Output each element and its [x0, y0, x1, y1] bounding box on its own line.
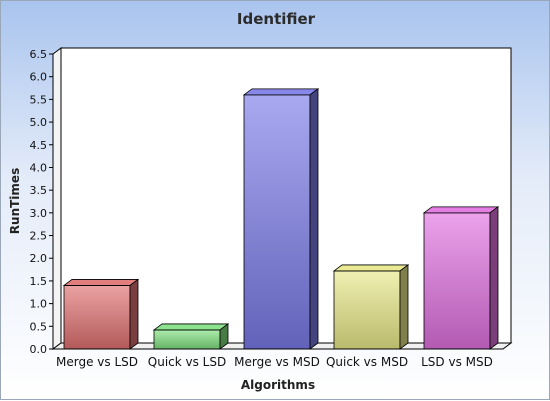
- y-tick-label: 0.0: [30, 343, 48, 356]
- bar: [332, 264, 410, 350]
- y-tick-label: 2.5: [30, 230, 48, 243]
- chart-title: Identifier: [237, 10, 316, 28]
- bar-front: [423, 212, 491, 350]
- bar-top: [242, 88, 320, 96]
- y-axis-title: RunTimes: [8, 168, 22, 234]
- plot-side-wall: [52, 47, 62, 350]
- y-tick-label: 4.0: [30, 161, 48, 174]
- bar-top: [422, 206, 500, 214]
- bar-side: [489, 206, 499, 350]
- bar-side: [219, 323, 229, 350]
- y-tick-label: 5.5: [30, 93, 48, 106]
- bar-front: [153, 329, 221, 350]
- bar-side: [309, 88, 319, 350]
- y-tick-label: 5.0: [30, 116, 48, 129]
- x-tick-label: LSD vs MSD: [421, 355, 493, 369]
- bar-side: [129, 278, 139, 350]
- x-tick-label: Quick vs MSD: [326, 355, 408, 369]
- bar-front: [243, 94, 311, 350]
- bar: [62, 278, 140, 350]
- y-tick-label: 4.5: [30, 139, 48, 152]
- bar: [152, 323, 230, 350]
- y-tick-label: 0.5: [30, 320, 48, 333]
- bar-side: [399, 264, 409, 350]
- bar-top: [332, 264, 410, 272]
- y-tick-label: 1.5: [30, 275, 48, 288]
- x-tick-label: Merge vs LSD: [56, 355, 138, 369]
- bar-top: [62, 279, 140, 286]
- x-tick-label: Merge vs MSD: [234, 355, 320, 369]
- y-tick-label: 3.5: [30, 184, 48, 197]
- x-axis-title: Algorithms: [241, 378, 315, 392]
- bar: [422, 206, 500, 350]
- x-tick-label: Quick vs LSD: [148, 355, 226, 369]
- bar-front: [333, 270, 401, 350]
- y-tick-label: 6.0: [30, 71, 48, 84]
- bar-top: [152, 323, 230, 331]
- y-tick-label: 6.5: [30, 48, 48, 61]
- y-tick-label: 2.0: [30, 252, 48, 265]
- plot-area: 0.0 0.5 1.0 1.5 2.0 2.5 3.0 3.5 4.0 4.5 5.0 5.5 6.0 6…: [30, 47, 513, 369]
- bar: [242, 88, 320, 350]
- y-tick-label: 1.0: [30, 298, 48, 311]
- y-tick-label: 3.0: [30, 207, 48, 220]
- bar-front: [63, 285, 131, 350]
